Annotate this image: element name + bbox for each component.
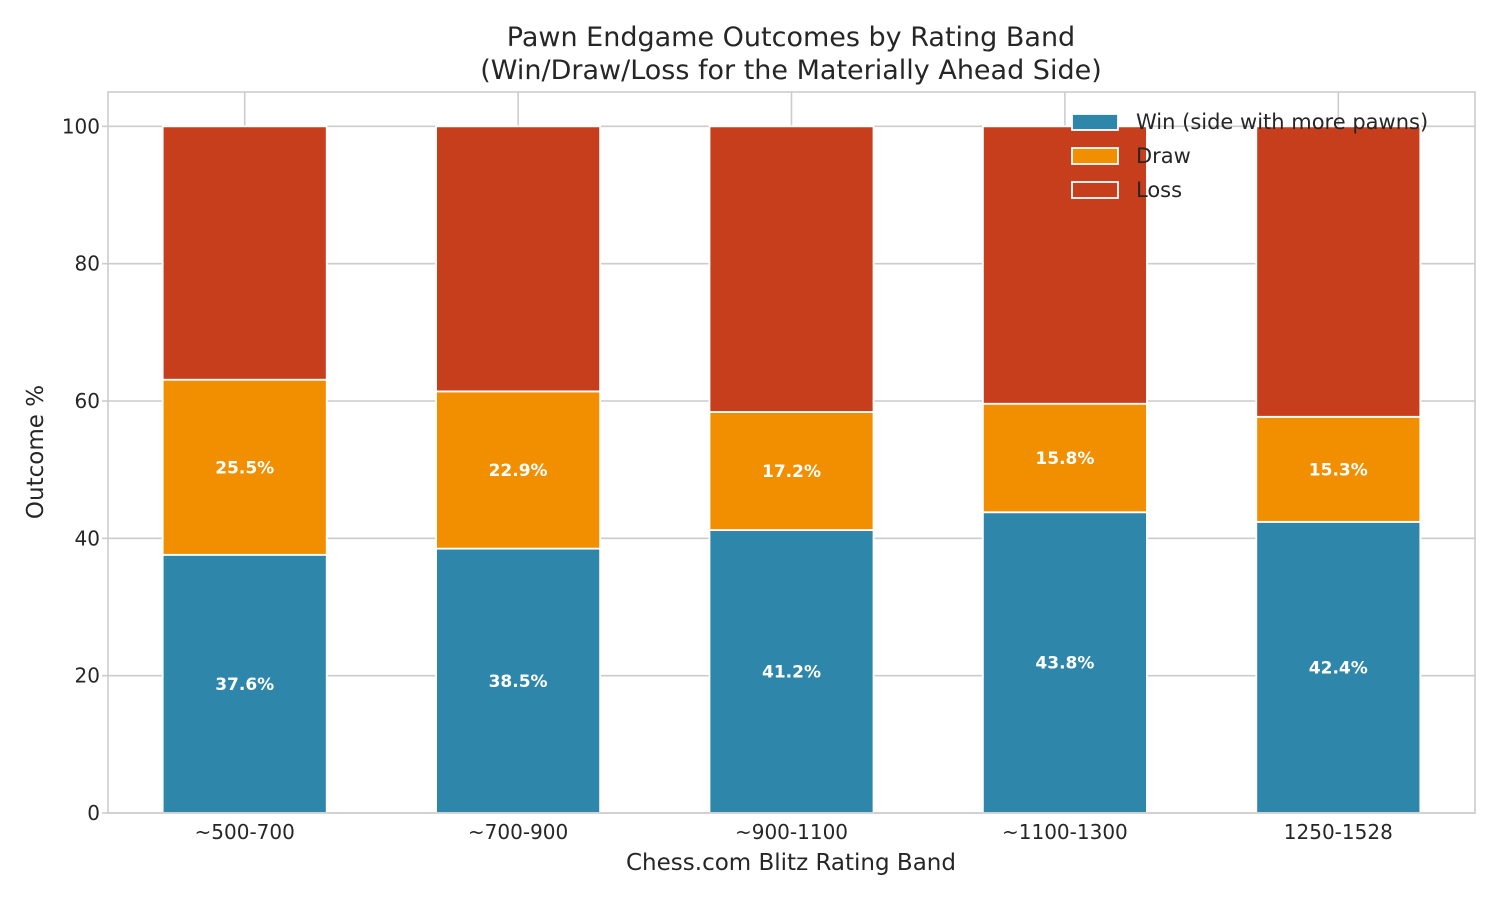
x-axis-ticks: ~500-700 ~700-900 ~900-1100 ~1100-1300 1250-… [195, 820, 1393, 844]
bar-segment-win [1255, 520, 1422, 814]
bar-segment-draw [981, 402, 1148, 514]
x-tick-label: 1250-1528 [1284, 820, 1393, 844]
x-tick-label: ~500-700 [195, 820, 295, 844]
bar-value-label: 15.8% [1035, 449, 1094, 469]
chart-subtitle: (Win/Draw/Loss for the Materially Ahead … [480, 55, 1102, 86]
bar-value-labels: 37.6% 25.5% 38.5% 22.9% 41.2% 17.2% 43.8% 15.8%… [215, 449, 1368, 695]
bar-value-label: 42.4% [1309, 658, 1368, 678]
y-axis-ticks: 0 20 40 60 80 100 [62, 114, 108, 825]
legend-swatch [1071, 181, 1119, 199]
bar-segment-loss [708, 125, 875, 413]
bars [161, 125, 1422, 814]
y-axis-label: Outcome % [23, 385, 49, 519]
bar-segment-loss [161, 125, 328, 381]
y-tick-label: 100 [62, 114, 100, 138]
bar-segment-loss [981, 125, 1148, 405]
bar-value-label: 22.9% [489, 461, 548, 481]
bar-value-label: 17.2% [762, 462, 821, 482]
chart-title: Pawn Endgame Outcomes by Rating Band [507, 22, 1075, 53]
legend-swatch [1071, 147, 1119, 165]
bar-segment-win [161, 553, 328, 814]
bar-value-label: 43.8% [1035, 654, 1094, 674]
legend-label: Loss [1136, 178, 1182, 202]
bar-segment-draw [435, 390, 602, 550]
legend-swatch [1071, 113, 1119, 131]
x-axis-label: Chess.com Blitz Rating Band [626, 850, 956, 876]
y-tick-label: 80 [75, 252, 100, 276]
x-tick-label: ~700-900 [468, 820, 568, 844]
legend-label: Win (side with more pawns) [1136, 110, 1428, 134]
bar-value-label: 15.3% [1309, 460, 1368, 480]
x-tick-label: ~900-1100 [735, 820, 848, 844]
x-tick-label: ~1100-1300 [1002, 820, 1128, 844]
bar-segment-draw [708, 411, 875, 531]
legend-label: Draw [1136, 144, 1191, 168]
bar-segment-loss [435, 125, 602, 393]
bar-segment-draw [161, 378, 328, 556]
bar-value-label: 25.5% [215, 458, 274, 478]
y-tick-label: 20 [75, 664, 100, 688]
bar-value-label: 41.2% [762, 663, 821, 683]
bar-segment-win [708, 529, 875, 814]
plot-frame [107, 91, 1476, 814]
y-tick-label: 0 [87, 801, 100, 825]
bar-value-label: 37.6% [215, 675, 274, 695]
y-tick-label: 60 [75, 389, 100, 413]
bar-value-label: 38.5% [489, 672, 548, 692]
bar-segment-win [435, 547, 602, 814]
bar-segment-loss [1255, 125, 1422, 418]
legend: Win (side with more pawns) Draw Loss [1071, 110, 1428, 202]
bar-segment-win [981, 511, 1148, 814]
y-tick-label: 40 [75, 526, 100, 550]
